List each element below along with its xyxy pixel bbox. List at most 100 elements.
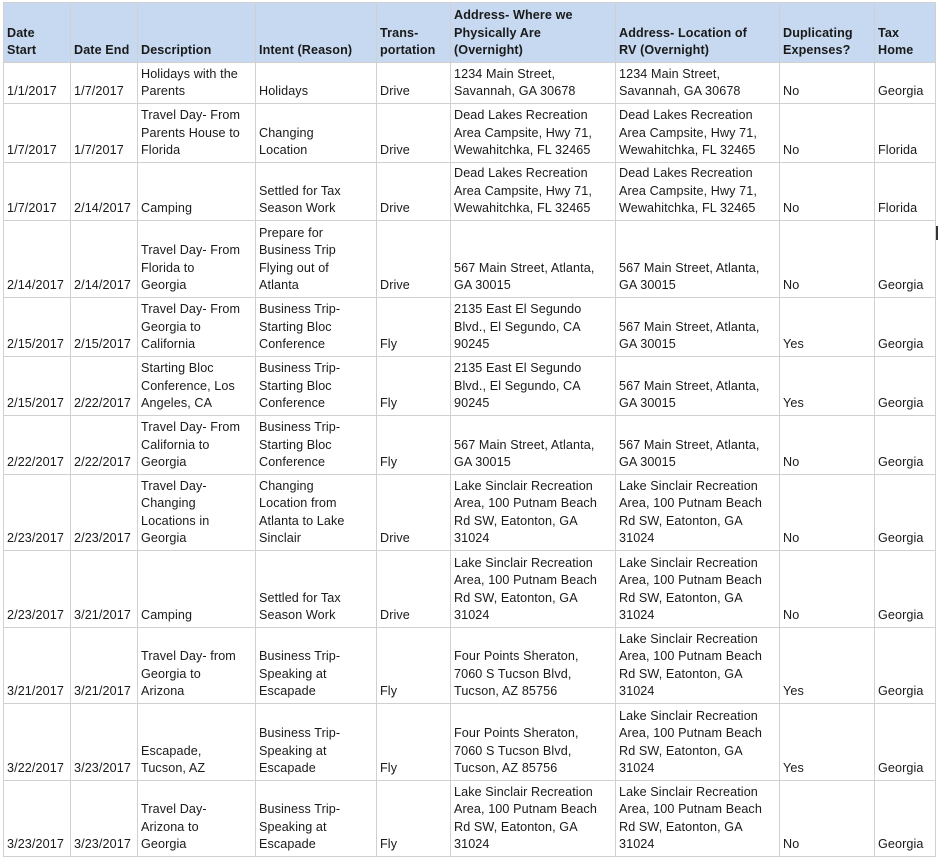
cell-date-end[interactable]: 1/7/2017: [70, 62, 138, 104]
cell-address-rv[interactable]: 567 Main Street, Atlanta, GA 30015: [615, 356, 780, 416]
cell-duplicating-expenses[interactable]: No: [779, 103, 875, 163]
cell-intent[interactable]: Business Trip- Speaking at Escapade: [255, 703, 377, 781]
cell-description[interactable]: Travel Day- Changing Locations in Georgi…: [137, 474, 256, 551]
cell-date-start[interactable]: 1/1/2017: [3, 62, 71, 104]
cell-tax-home[interactable]: Georgia: [874, 474, 936, 551]
cell-date-start[interactable]: 2/23/2017: [3, 474, 71, 551]
cell-date-start[interactable]: 2/15/2017: [3, 356, 71, 416]
header-description[interactable]: Description: [137, 2, 256, 63]
cell-transportation[interactable]: Drive: [376, 62, 451, 104]
cell-intent[interactable]: Changing Location from Atlanta to Lake S…: [255, 474, 377, 551]
cell-tax-home[interactable]: Florida: [874, 103, 936, 163]
cell-address-physical[interactable]: Lake Sinclair Recreation Area, 100 Putna…: [450, 550, 616, 628]
cell-date-start[interactable]: 2/15/2017: [3, 297, 71, 357]
cell-intent[interactable]: Business Trip- Starting Bloc Conference: [255, 415, 377, 475]
cell-tax-home[interactable]: Georgia: [874, 550, 936, 628]
cell-transportation[interactable]: Fly: [376, 356, 451, 416]
cell-address-rv[interactable]: Lake Sinclair Recreation Area, 100 Putna…: [615, 474, 780, 551]
cell-transportation[interactable]: Drive: [376, 162, 451, 221]
cell-intent[interactable]: Settled for Tax Season Work: [255, 550, 377, 628]
cell-description[interactable]: Travel Day- From Georgia to California: [137, 297, 256, 357]
cell-duplicating-expenses[interactable]: Yes: [779, 703, 875, 781]
cell-intent[interactable]: Changing Location: [255, 103, 377, 163]
cell-description[interactable]: Travel Day- From Parents House to Florid…: [137, 103, 256, 163]
cell-address-rv[interactable]: Lake Sinclair Recreation Area, 100 Putna…: [615, 627, 780, 704]
cell-duplicating-expenses[interactable]: Yes: [779, 627, 875, 704]
cell-tax-home[interactable]: Georgia: [874, 220, 936, 298]
header-address-rv[interactable]: Address- Location of RV (Overnight): [615, 2, 780, 63]
header-date-start[interactable]: Date Start: [3, 2, 71, 63]
cell-transportation[interactable]: Fly: [376, 415, 451, 475]
cell-address-rv[interactable]: 567 Main Street, Atlanta, GA 30015: [615, 415, 780, 475]
cell-description[interactable]: Starting Bloc Conference, Los Angeles, C…: [137, 356, 256, 416]
cell-address-physical[interactable]: Lake Sinclair Recreation Area, 100 Putna…: [450, 780, 616, 857]
cell-tax-home[interactable]: Georgia: [874, 627, 936, 704]
cell-tax-home[interactable]: Georgia: [874, 356, 936, 416]
cell-tax-home[interactable]: Georgia: [874, 703, 936, 781]
cell-date-start[interactable]: 1/7/2017: [3, 162, 71, 221]
header-date-end[interactable]: Date End: [70, 2, 138, 63]
cell-address-rv[interactable]: Dead Lakes Recreation Area Campsite, Hwy…: [615, 103, 780, 163]
cell-date-end[interactable]: 2/22/2017: [70, 415, 138, 475]
cell-description[interactable]: Camping: [137, 550, 256, 628]
cell-transportation[interactable]: Fly: [376, 627, 451, 704]
cell-date-end[interactable]: 3/23/2017: [70, 780, 138, 857]
cell-duplicating-expenses[interactable]: No: [779, 550, 875, 628]
cell-date-end[interactable]: 2/14/2017: [70, 162, 138, 221]
cell-intent[interactable]: Holidays: [255, 62, 377, 104]
cell-description[interactable]: Travel Day- from Georgia to Arizona: [137, 627, 256, 704]
cell-transportation[interactable]: Drive: [376, 474, 451, 551]
cell-address-physical[interactable]: 2135 East El Segundo Blvd., El Segundo, …: [450, 356, 616, 416]
cell-date-end[interactable]: 3/21/2017: [70, 550, 138, 628]
cell-transportation[interactable]: Drive: [376, 220, 451, 298]
header-intent[interactable]: Intent (Reason): [255, 2, 377, 63]
cell-address-rv[interactable]: 1234 Main Street, Savannah, GA 30678: [615, 62, 780, 104]
cell-intent[interactable]: Business Trip- Speaking at Escapade: [255, 780, 377, 857]
cell-address-rv[interactable]: 567 Main Street, Atlanta, GA 30015: [615, 220, 780, 298]
cell-date-start[interactable]: 3/21/2017: [3, 627, 71, 704]
cell-duplicating-expenses[interactable]: No: [779, 780, 875, 857]
cell-address-physical[interactable]: 2135 East El Segundo Blvd., El Segundo, …: [450, 297, 616, 357]
cell-intent[interactable]: Settled for Tax Season Work: [255, 162, 377, 221]
cell-address-physical[interactable]: 567 Main Street, Atlanta, GA 30015: [450, 415, 616, 475]
cell-address-rv[interactable]: Lake Sinclair Recreation Area, 100 Putna…: [615, 780, 780, 857]
cell-address-physical[interactable]: 567 Main Street, Atlanta, GA 30015: [450, 220, 616, 298]
cell-address-physical[interactable]: Dead Lakes Recreation Area Campsite, Hwy…: [450, 162, 616, 221]
cell-description[interactable]: Camping: [137, 162, 256, 221]
cell-transportation[interactable]: Drive: [376, 103, 451, 163]
cell-date-end[interactable]: 1/7/2017: [70, 103, 138, 163]
header-tax-home[interactable]: Tax Home: [874, 2, 936, 63]
cell-transportation[interactable]: Fly: [376, 297, 451, 357]
cell-description[interactable]: Travel Day- From California to Georgia: [137, 415, 256, 475]
cell-duplicating-expenses[interactable]: Yes: [779, 356, 875, 416]
cell-date-end[interactable]: 2/15/2017: [70, 297, 138, 357]
cell-address-physical[interactable]: Four Points Sheraton, 7060 S Tucson Blvd…: [450, 627, 616, 704]
cell-date-end[interactable]: 2/22/2017: [70, 356, 138, 416]
cell-date-start[interactable]: 3/23/2017: [3, 780, 71, 857]
cell-date-start[interactable]: 1/7/2017: [3, 103, 71, 163]
cell-transportation[interactable]: Fly: [376, 703, 451, 781]
cell-tax-home[interactable]: Georgia: [874, 62, 936, 104]
cell-address-physical[interactable]: Dead Lakes Recreation Area Campsite, Hwy…: [450, 103, 616, 163]
cell-intent[interactable]: Business Trip- Starting Bloc Conference: [255, 356, 377, 416]
cell-intent[interactable]: Business Trip- Speaking at Escapade: [255, 627, 377, 704]
cell-tax-home[interactable]: Georgia: [874, 297, 936, 357]
header-transportation[interactable]: Trans- portation: [376, 2, 451, 63]
cell-address-physical[interactable]: 1234 Main Street, Savannah, GA 30678: [450, 62, 616, 104]
cell-date-end[interactable]: 3/21/2017: [70, 627, 138, 704]
cell-address-physical[interactable]: Lake Sinclair Recreation Area, 100 Putna…: [450, 474, 616, 551]
cell-duplicating-expenses[interactable]: No: [779, 220, 875, 298]
cell-date-end[interactable]: 2/14/2017: [70, 220, 138, 298]
cell-transportation[interactable]: Drive: [376, 550, 451, 628]
cell-duplicating-expenses[interactable]: No: [779, 62, 875, 104]
cell-description[interactable]: Travel Day- From Florida to Georgia: [137, 220, 256, 298]
cell-description[interactable]: Escapade, Tucson, AZ: [137, 703, 256, 781]
header-address-physical[interactable]: Address- Where we Physically Are (Overni…: [450, 2, 616, 63]
cell-address-physical[interactable]: Four Points Sheraton, 7060 S Tucson Blvd…: [450, 703, 616, 781]
cell-tax-home[interactable]: Georgia: [874, 415, 936, 475]
cell-address-rv[interactable]: Lake Sinclair Recreation Area, 100 Putna…: [615, 703, 780, 781]
cell-address-rv[interactable]: Lake Sinclair Recreation Area, 100 Putna…: [615, 550, 780, 628]
cell-tax-home[interactable]: Florida: [874, 162, 936, 221]
cell-address-rv[interactable]: 567 Main Street, Atlanta, GA 30015: [615, 297, 780, 357]
cell-transportation[interactable]: Fly: [376, 780, 451, 857]
